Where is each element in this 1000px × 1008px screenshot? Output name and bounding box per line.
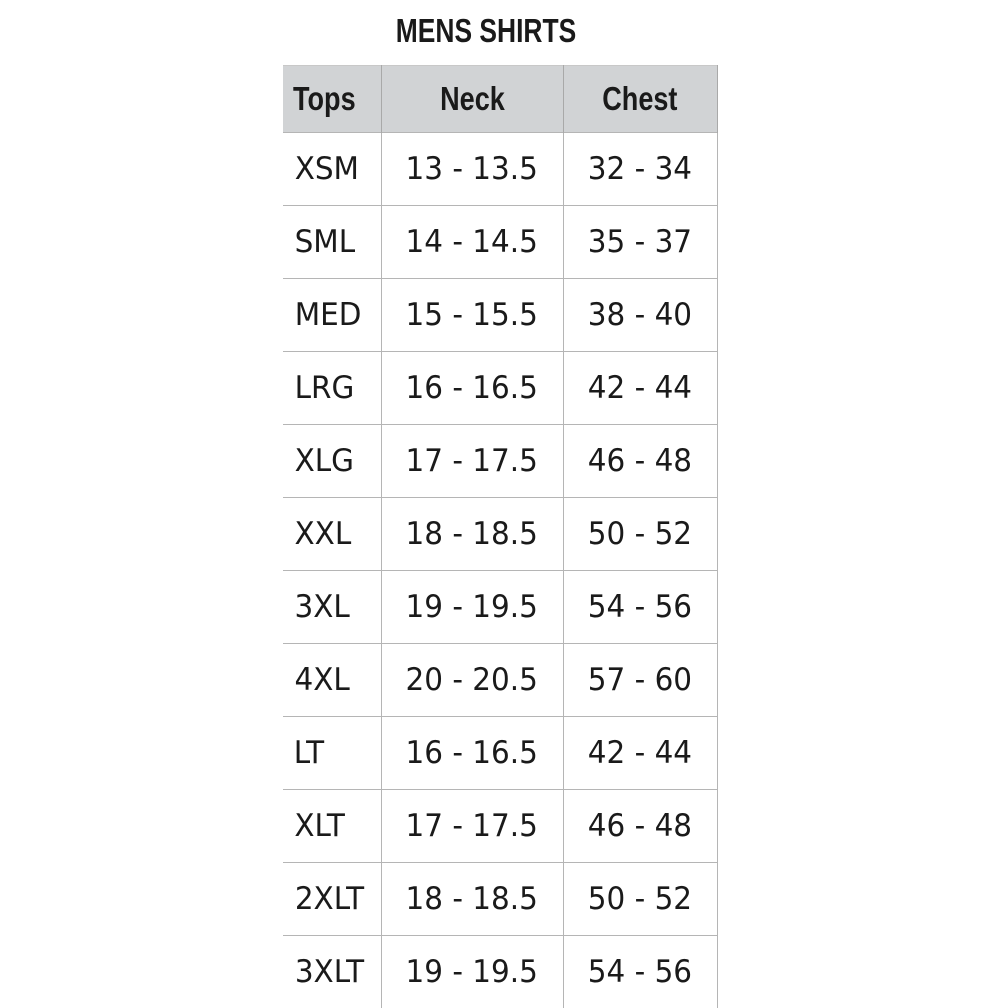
cell-neck: 16 - 16.5 <box>381 717 563 790</box>
cell-chest-text: 54 - 56 <box>588 954 692 990</box>
table-row: 3XLT 19 - 19.5 54 - 56 <box>283 936 717 1008</box>
cell-size-text: MED <box>295 297 362 333</box>
header-tops: Tops <box>283 66 381 133</box>
cell-size-text: 3XL <box>294 589 349 625</box>
cell-neck: 16 - 16.5 <box>381 352 563 425</box>
cell-size-text: XLG <box>295 443 354 479</box>
cell-size-text: XXL <box>294 516 351 552</box>
cell-size-text: XLT <box>294 808 345 844</box>
cell-chest-text: 35 - 37 <box>588 224 692 260</box>
table-row: XLG 17 - 17.5 46 - 48 <box>283 425 717 498</box>
cell-chest: 35 - 37 <box>563 206 717 279</box>
table-row: LT 16 - 16.5 42 - 44 <box>283 717 717 790</box>
cell-neck-text: 13 - 13.5 <box>406 151 538 187</box>
cell-size: XLT <box>283 790 381 863</box>
cell-neck-text: 16 - 16.5 <box>406 370 538 406</box>
cell-size-text: 3XLT <box>295 954 364 990</box>
table-row: XXL 18 - 18.5 50 - 52 <box>283 498 717 571</box>
cell-chest: 50 - 52 <box>563 498 717 571</box>
cell-size: MED <box>283 279 381 352</box>
cell-chest-text: 38 - 40 <box>588 297 692 333</box>
cell-neck: 20 - 20.5 <box>381 644 563 717</box>
cell-neck-text: 16 - 16.5 <box>406 735 538 771</box>
table-row: XLT 17 - 17.5 46 - 48 <box>283 790 717 863</box>
header-tops-label: Tops <box>293 80 356 118</box>
table-row: MED 15 - 15.5 38 - 40 <box>283 279 717 352</box>
cell-size-text: XSM <box>295 151 359 187</box>
cell-size-text: 4XL <box>294 662 349 698</box>
cell-neck-text: 18 - 18.5 <box>406 516 538 552</box>
header-chest-label: Chest <box>602 80 677 118</box>
cell-neck-text: 14 - 14.5 <box>406 224 538 260</box>
cell-size: 2XLT <box>283 863 381 936</box>
cell-neck: 19 - 19.5 <box>381 571 563 644</box>
cell-neck-text: 19 - 19.5 <box>406 589 538 625</box>
cell-chest: 46 - 48 <box>563 790 717 863</box>
header-neck: Neck <box>381 66 563 133</box>
table-row: SML 14 - 14.5 35 - 37 <box>283 206 717 279</box>
cell-neck: 17 - 17.5 <box>381 790 563 863</box>
cell-neck-text: 15 - 15.5 <box>406 297 538 333</box>
cell-neck-text: 18 - 18.5 <box>406 881 538 917</box>
cell-chest-text: 46 - 48 <box>588 443 692 479</box>
table-row: 2XLT 18 - 18.5 50 - 52 <box>283 863 717 936</box>
cell-neck: 18 - 18.5 <box>381 863 563 936</box>
cell-size: 3XLT <box>283 936 381 1008</box>
table-row: LRG 16 - 16.5 42 - 44 <box>283 352 717 425</box>
cell-neck: 15 - 15.5 <box>381 279 563 352</box>
cell-chest: 50 - 52 <box>563 863 717 936</box>
cell-size-text: 2XLT <box>295 881 364 917</box>
cell-chest-text: 54 - 56 <box>588 589 692 625</box>
table-row: 4XL 20 - 20.5 57 - 60 <box>283 644 717 717</box>
cell-size: XLG <box>283 425 381 498</box>
chart-title: MENS SHIRTS <box>97 12 875 50</box>
cell-chest-text: 32 - 34 <box>588 151 692 187</box>
cell-neck-text: 17 - 17.5 <box>406 808 538 844</box>
cell-size: SML <box>283 206 381 279</box>
cell-chest: 54 - 56 <box>563 936 717 1008</box>
cell-size: LT <box>283 717 381 790</box>
cell-chest: 38 - 40 <box>563 279 717 352</box>
cell-neck-text: 19 - 19.5 <box>406 954 538 990</box>
cell-size: LRG <box>283 352 381 425</box>
cell-size: 3XL <box>283 571 381 644</box>
cell-chest-text: 42 - 44 <box>588 370 692 406</box>
cell-chest-text: 57 - 60 <box>588 662 692 698</box>
cell-size-text: LT <box>294 735 324 771</box>
header-chest: Chest <box>563 66 717 133</box>
cell-neck: 14 - 14.5 <box>381 206 563 279</box>
cell-size-text: SML <box>295 224 356 260</box>
header-neck-label: Neck <box>440 80 505 118</box>
cell-chest: 57 - 60 <box>563 644 717 717</box>
cell-size-text: LRG <box>295 370 355 406</box>
cell-neck: 19 - 19.5 <box>381 936 563 1008</box>
cell-neck-text: 17 - 17.5 <box>406 443 538 479</box>
cell-chest: 42 - 44 <box>563 717 717 790</box>
table-row: 3XL 19 - 19.5 54 - 56 <box>283 571 717 644</box>
cell-chest: 32 - 34 <box>563 133 717 206</box>
header-row: Tops Neck Chest <box>283 66 717 133</box>
cell-chest: 42 - 44 <box>563 352 717 425</box>
cell-neck: 13 - 13.5 <box>381 133 563 206</box>
cell-size: XXL <box>283 498 381 571</box>
cell-size: 4XL <box>283 644 381 717</box>
cell-chest-text: 42 - 44 <box>588 735 692 771</box>
cell-chest: 46 - 48 <box>563 425 717 498</box>
cell-chest-text: 50 - 52 <box>588 516 692 552</box>
size-table: Tops Neck Chest XSM 13 - 13.5 32 - 34 SML 14… <box>283 65 718 1008</box>
cell-neck: 18 - 18.5 <box>381 498 563 571</box>
cell-chest: 54 - 56 <box>563 571 717 644</box>
cell-neck: 17 - 17.5 <box>381 425 563 498</box>
cell-size: XSM <box>283 133 381 206</box>
cell-chest-text: 50 - 52 <box>588 881 692 917</box>
cell-chest-text: 46 - 48 <box>588 808 692 844</box>
table-row: XSM 13 - 13.5 32 - 34 <box>283 133 717 206</box>
cell-neck-text: 20 - 20.5 <box>406 662 538 698</box>
